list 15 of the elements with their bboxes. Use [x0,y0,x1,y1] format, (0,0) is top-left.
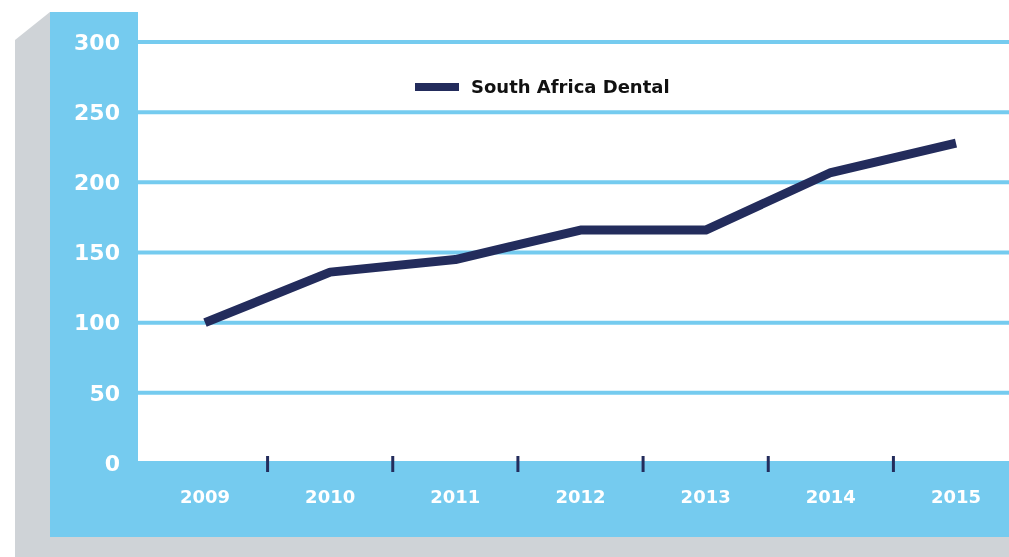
x-tick-label: 2013 [680,486,731,507]
x-tick-label: 2015 [930,486,982,507]
y-tick-label: 100 [74,310,120,336]
x-tick-label: 2011 [430,486,481,507]
y-tick-label: 150 [74,240,120,266]
x-tick-label: 2012 [555,486,606,507]
y-tick-label: 250 [74,99,120,125]
x-tick-label: 2010 [305,486,356,507]
y-tick-label: 50 [89,380,120,406]
y-tick-label: 0 [104,450,120,476]
x-tick-label: 2014 [805,486,856,507]
legend-label: South Africa Dental [471,76,670,98]
y-tick-label: 200 [74,170,120,196]
y-tick-label: 300 [74,29,120,55]
x-tick-label: 2009 [179,486,231,507]
